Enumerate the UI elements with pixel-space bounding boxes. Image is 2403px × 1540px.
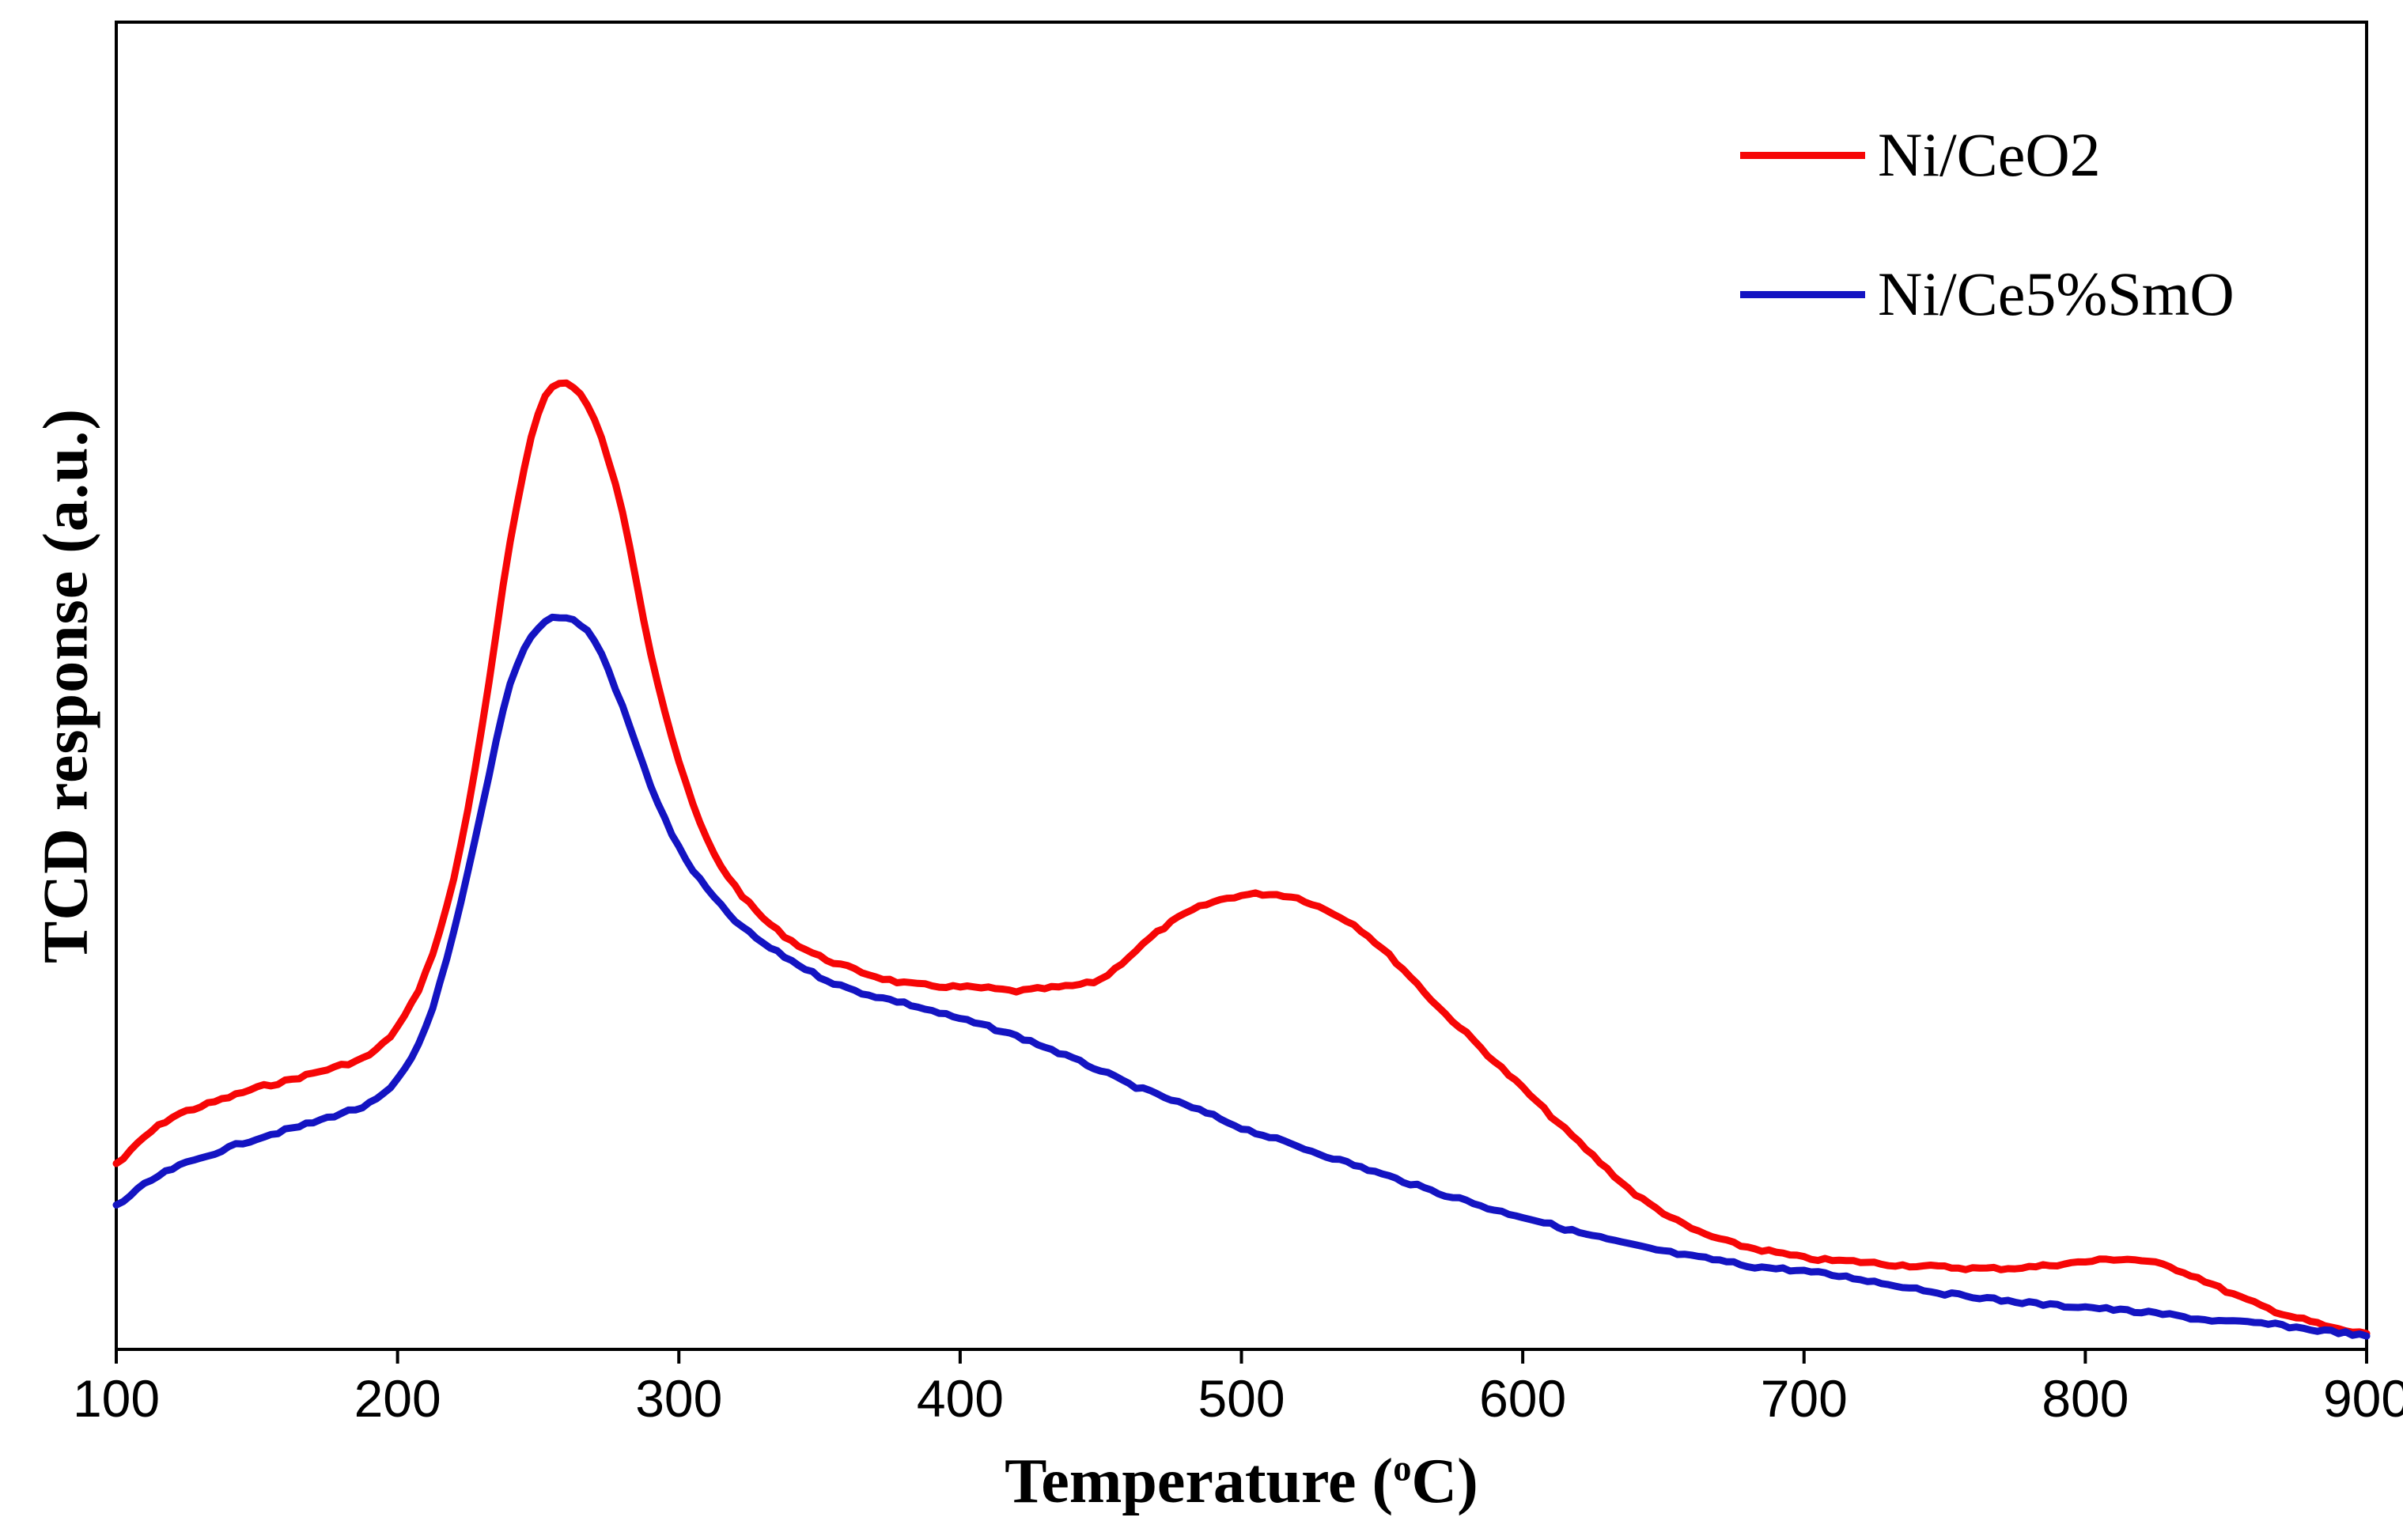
x-axis-title-suffix: C) [1411, 1447, 1478, 1516]
degree-superscript: o [1393, 1448, 1412, 1489]
y-axis-title: TCD response (a.u.) [31, 407, 101, 964]
legend-line [1740, 290, 1865, 298]
legend-label: Ni/CeO2 [1878, 120, 2101, 189]
legend-line [1740, 151, 1865, 159]
x-axis-title-text: Temperature ( [1005, 1447, 1394, 1516]
legend-item: Ni/Ce5%SmO [1740, 250, 2235, 339]
legend: Ni/CeO2 Ni/Ce5%SmO [1740, 111, 2235, 339]
legend-item: Ni/CeO2 [1740, 111, 2235, 199]
legend-label: Ni/Ce5%SmO [1878, 259, 2235, 328]
series-line-ni-ce5-smo [112, 613, 2371, 1340]
series-line-ni-ceo2 [112, 379, 2371, 1338]
x-axis-title: Temperature (oC) [116, 1446, 2367, 1518]
